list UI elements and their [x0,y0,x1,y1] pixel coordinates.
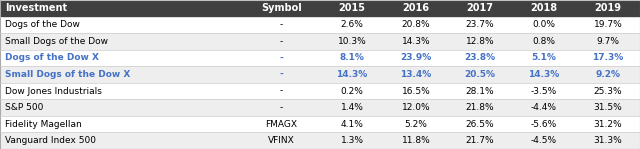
Text: 2019: 2019 [595,3,621,13]
FancyBboxPatch shape [0,132,640,149]
Text: -: - [280,37,284,46]
Text: 0.2%: 0.2% [340,87,364,96]
Text: 23.8%: 23.8% [465,53,495,62]
Text: -: - [280,53,284,62]
Text: 14.3%: 14.3% [337,70,367,79]
FancyBboxPatch shape [0,83,640,99]
Text: 16.5%: 16.5% [402,87,430,96]
Text: -4.5%: -4.5% [531,136,557,145]
Text: 21.8%: 21.8% [466,103,494,112]
Text: 12.0%: 12.0% [402,103,430,112]
Text: 8.1%: 8.1% [340,53,364,62]
Text: Investment: Investment [5,3,67,13]
Text: 21.7%: 21.7% [466,136,494,145]
Text: 13.4%: 13.4% [401,70,431,79]
FancyBboxPatch shape [0,66,640,83]
Text: 31.3%: 31.3% [594,136,622,145]
FancyBboxPatch shape [0,17,640,33]
Text: 14.3%: 14.3% [529,70,559,79]
Text: 25.3%: 25.3% [594,87,622,96]
Text: 26.5%: 26.5% [466,120,494,129]
Text: Symbol: Symbol [261,3,302,13]
Text: 9.7%: 9.7% [596,37,620,46]
Text: 2.6%: 2.6% [340,20,364,29]
FancyBboxPatch shape [0,116,640,132]
Text: -: - [280,87,284,96]
Text: 2017: 2017 [467,3,493,13]
FancyBboxPatch shape [0,50,640,66]
Text: 9.2%: 9.2% [595,70,621,79]
Text: -3.5%: -3.5% [531,87,557,96]
Text: Small Dogs of the Dow: Small Dogs of the Dow [5,37,108,46]
Text: 19.7%: 19.7% [594,20,622,29]
Text: Small Dogs of the Dow X: Small Dogs of the Dow X [5,70,131,79]
Text: S&P 500: S&P 500 [5,103,44,112]
Text: 14.3%: 14.3% [402,37,430,46]
Text: Fidelity Magellan: Fidelity Magellan [5,120,82,129]
Text: 10.3%: 10.3% [338,37,366,46]
Text: -: - [280,70,284,79]
Text: 0.0%: 0.0% [532,20,556,29]
FancyBboxPatch shape [0,99,640,116]
Text: 20.5%: 20.5% [465,70,495,79]
Text: Vanguard Index 500: Vanguard Index 500 [5,136,96,145]
Text: 31.5%: 31.5% [594,103,622,112]
Text: 2015: 2015 [339,3,365,13]
Text: 2018: 2018 [531,3,557,13]
Text: -: - [280,20,284,29]
Text: 1.4%: 1.4% [340,103,364,112]
Text: 12.8%: 12.8% [466,37,494,46]
Text: 5.2%: 5.2% [404,120,428,129]
Text: -: - [280,103,284,112]
Text: 11.8%: 11.8% [402,136,430,145]
Text: -5.6%: -5.6% [531,120,557,129]
Text: -4.4%: -4.4% [531,103,557,112]
Text: Dogs of the Dow: Dogs of the Dow [5,20,80,29]
Text: FMAGX: FMAGX [266,120,298,129]
Text: 17.3%: 17.3% [593,53,623,62]
Text: 20.8%: 20.8% [402,20,430,29]
Text: 5.1%: 5.1% [532,53,556,62]
Text: 28.1%: 28.1% [466,87,494,96]
Text: 23.7%: 23.7% [466,20,494,29]
Text: 0.8%: 0.8% [532,37,556,46]
Text: Dogs of the Dow X: Dogs of the Dow X [5,53,99,62]
FancyBboxPatch shape [0,0,640,17]
Text: 1.3%: 1.3% [340,136,364,145]
Text: Dow Jones Industrials: Dow Jones Industrials [5,87,102,96]
Text: VFINX: VFINX [268,136,295,145]
FancyBboxPatch shape [0,33,640,50]
Text: 4.1%: 4.1% [340,120,364,129]
Text: 31.2%: 31.2% [594,120,622,129]
Text: 2016: 2016 [403,3,429,13]
Text: 23.9%: 23.9% [401,53,431,62]
